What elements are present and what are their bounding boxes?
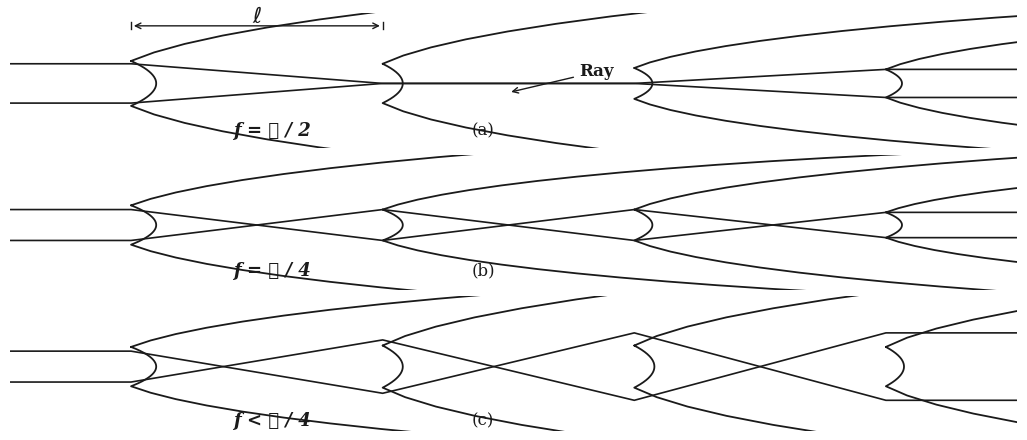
Text: f = ℓ / 2: f = ℓ / 2 [233, 122, 311, 140]
Text: Ray: Ray [512, 63, 613, 93]
Text: f = ℓ / 4: f = ℓ / 4 [233, 262, 311, 280]
Text: (b): (b) [471, 262, 495, 279]
Text: (a): (a) [471, 123, 495, 139]
Text: f < ℓ / 4: f < ℓ / 4 [233, 412, 311, 430]
Text: $\ell$: $\ell$ [252, 6, 262, 28]
Text: (c): (c) [472, 413, 494, 430]
